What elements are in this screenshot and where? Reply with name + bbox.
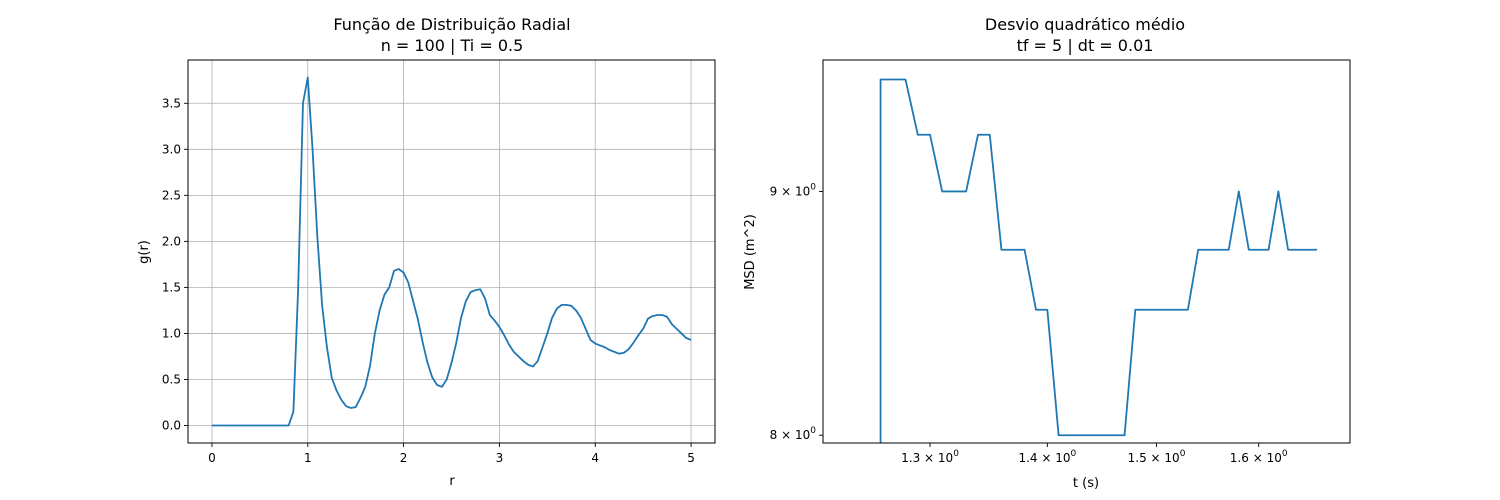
y-tick-label: 0.0 [162, 419, 181, 433]
x-tick-label: 1.6 × 100 [1230, 449, 1288, 465]
x-tick-label: 0 [208, 451, 216, 465]
series-line [211, 76, 692, 427]
rdf-grid [188, 60, 715, 443]
y-tick-label: 9 × 100 [770, 182, 817, 198]
rdf-subtitle: n = 100 | Ti = 0.5 [381, 36, 524, 55]
rdf-y-axis: 0.0 0.5 1.0 1.5 2.0 2.5 3.0 3.5 [162, 96, 188, 433]
rdf-x-label: r [449, 474, 455, 489]
x-tick-label: 1 [304, 451, 312, 465]
x-tick-label: 1.3 × 100 [901, 449, 959, 465]
rdf-plot-area [211, 76, 692, 427]
msd-y-label: MSD (m^2) [743, 214, 758, 290]
rdf-x-axis: 0 1 2 3 4 5 [208, 443, 695, 465]
rdf-chart: Função de Distribuição Radial n = 100 | … [137, 15, 716, 489]
y-tick-label: 1.0 [162, 326, 181, 340]
msd-chart: Desvio quadrático médio tf = 5 | dt = 0.… [743, 15, 1351, 491]
y-tick-label: 8 × 100 [770, 426, 817, 442]
y-tick-label: 1.5 [162, 280, 181, 294]
y-tick-label: 3.5 [162, 96, 181, 110]
y-tick-label: 2.5 [162, 188, 181, 202]
rdf-y-label: g(r) [137, 240, 152, 264]
rdf-axes-frame [187, 59, 716, 444]
msd-axes-frame [822, 59, 1351, 444]
y-tick-label: 3.0 [162, 142, 181, 156]
y-tick-label: 2.0 [162, 234, 181, 248]
y-tick-label: 0.5 [162, 372, 181, 386]
msd-x-axis: 1.3 × 100 1.4 × 100 1.5 × 100 1.6 × 100 [901, 443, 1288, 465]
x-tick-label: 5 [687, 451, 695, 465]
msd-y-axis: 8 × 100 9 × 100 [770, 182, 823, 442]
x-tick-label: 2 [400, 451, 408, 465]
x-tick-label: 1.5 × 100 [1128, 449, 1186, 465]
x-tick-label: 4 [591, 451, 599, 465]
series-line [879, 78, 1317, 443]
msd-subtitle: tf = 5 | dt = 0.01 [1017, 36, 1154, 55]
x-tick-label: 1.4 × 100 [1018, 449, 1076, 465]
msd-title: Desvio quadrático médio [985, 15, 1185, 34]
msd-x-label: t (s) [1073, 476, 1099, 491]
rdf-title: Função de Distribuição Radial [333, 15, 570, 34]
x-tick-label: 3 [496, 451, 504, 465]
msd-plot-area [879, 78, 1317, 443]
